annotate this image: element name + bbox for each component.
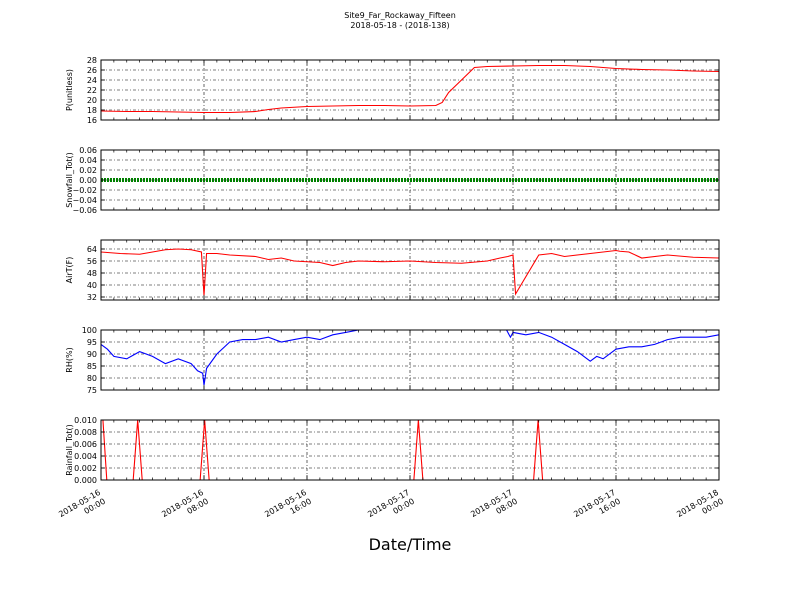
y-tick-label: 80: [87, 374, 97, 383]
chart-title: Site9_Far_Rockaway_Fifteen: [344, 11, 456, 20]
y-tick-label: 16: [87, 116, 97, 125]
y-tick-label: 0.04: [79, 156, 97, 165]
y-axis-label: Rainfall_Tot(): [65, 424, 74, 476]
subplot-3: 75 80 85 90 95 100 RH(%): [65, 326, 720, 395]
x-tick-label: 2018-05-1700:00: [366, 488, 416, 528]
y-tick-label: 26: [87, 66, 97, 75]
y-tick-label: 56: [87, 257, 97, 266]
y-tick-label: 0.006: [74, 440, 97, 449]
y-tick-label: 20: [87, 96, 97, 105]
axes-frame: [100, 149, 720, 211]
y-tick-label: 40: [87, 281, 97, 290]
y-tick-label: 24: [87, 76, 97, 85]
axes-frame: [100, 239, 720, 301]
y-tick-label: 0.010: [74, 416, 97, 425]
y-tick-label: 22: [87, 86, 97, 95]
series-line: [101, 330, 359, 386]
y-axis-label: AirT(F): [65, 257, 74, 284]
y-axis-label: Snowfall_Tot(): [65, 152, 74, 208]
y-axis-label: P(unitless): [65, 69, 74, 111]
y-tick-label: 75: [87, 386, 97, 395]
subplot-1: −0.06−0.04−0.020.000.020.040.06 Snowfall_…: [65, 146, 720, 215]
y-tick-label: 0.002: [74, 464, 97, 473]
y-tick-label: −0.02: [72, 186, 97, 195]
x-tick-label: 2018-05-1800:00: [675, 488, 725, 528]
chart-subtitle: 2018-05-18 - (2018-138): [350, 21, 450, 30]
y-tick-label: 0.02: [79, 166, 97, 175]
x-tick-label: 2018-05-1708:00: [469, 488, 519, 528]
axes-frame: [100, 419, 720, 481]
y-tick-label: 0.008: [74, 428, 97, 437]
y-tick-label: 0.004: [74, 452, 97, 461]
y-tick-label: 90: [87, 350, 97, 359]
y-axis-label: RH(%): [65, 347, 74, 372]
y-tick-label: 100: [82, 326, 97, 335]
y-tick-label: −0.06: [72, 206, 97, 215]
y-tick-label: 0.00: [79, 176, 97, 185]
y-tick-label: −0.04: [72, 196, 97, 205]
axes-frame: [100, 59, 720, 121]
y-tick-label: 64: [87, 245, 97, 254]
y-tick-label: 0.06: [79, 146, 97, 155]
y-tick-label: 95: [87, 338, 97, 347]
subplot-4: 0.000 0.002 0.004 0.006 0.008 0.010Rainfall_T…: [65, 416, 720, 485]
y-tick-label: 28: [87, 56, 97, 65]
y-tick-label: 0.000: [74, 476, 97, 485]
subplot-2: 32 40 48 56 64 AirT(F): [65, 239, 720, 302]
y-tick-label: 32: [87, 293, 97, 302]
y-tick-label: 18: [87, 106, 97, 115]
series-line: [101, 64, 719, 114]
x-tick-label: 2018-05-1616:00: [263, 488, 313, 528]
series-line: [101, 248, 719, 296]
series-line: [101, 420, 719, 480]
x-tick-label: 2018-05-1608:00: [160, 488, 210, 528]
axes-frame: [100, 329, 720, 391]
x-tick-label: 2018-05-1600:00: [57, 488, 107, 528]
series-line: [506, 330, 719, 362]
x-tick-label: 2018-05-1716:00: [572, 488, 622, 528]
y-tick-label: 85: [87, 362, 97, 371]
y-tick-label: 48: [87, 269, 97, 278]
x-axis-label: Date/Time: [368, 535, 452, 554]
